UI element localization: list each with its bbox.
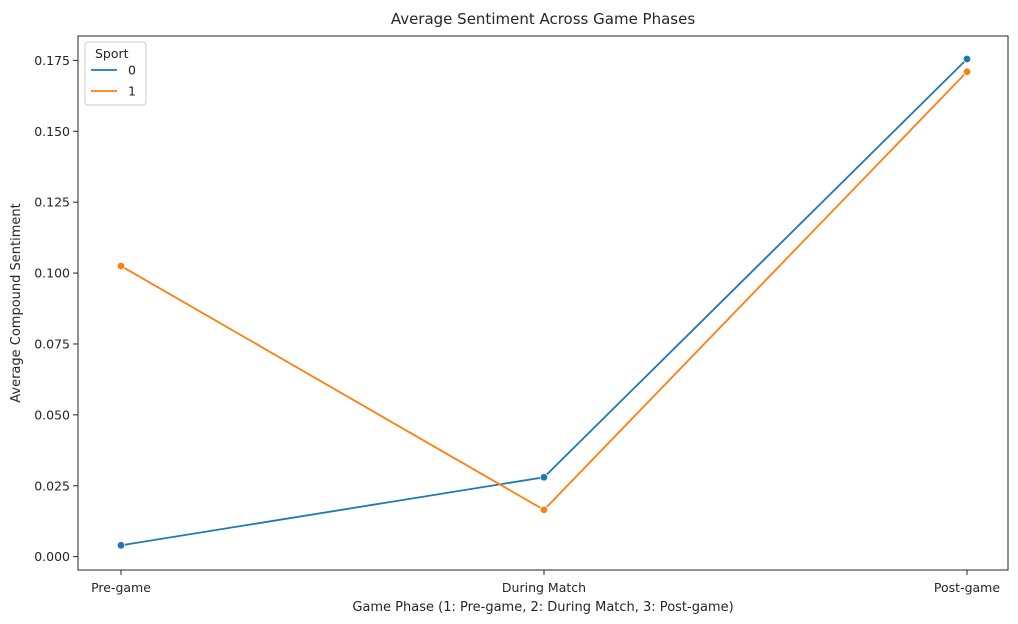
legend-entry: 0 [128, 63, 136, 78]
x-axis-label: Game Phase (1: Pre-game, 2: During Match… [352, 600, 733, 615]
y-tick-label: 0.025 [34, 478, 70, 493]
data-point [962, 54, 972, 64]
y-tick-label: 0.100 [34, 266, 70, 281]
data-point [539, 473, 549, 482]
y-tick-label: 0.150 [34, 124, 70, 139]
legend-title: Sport [95, 46, 129, 61]
data-point [962, 67, 972, 76]
x-axis: Pre-game During Match Post-game [91, 570, 1000, 595]
y-tick-label: 0.050 [34, 407, 70, 422]
series-1 [116, 67, 972, 515]
legend: Sport 0 1 [84, 41, 147, 106]
y-tick-label: 0.125 [34, 195, 70, 210]
x-tick-label: During Match [502, 580, 586, 595]
data-point [116, 261, 126, 271]
y-tick-label: 0.175 [34, 53, 70, 68]
y-axis-label: Average Compound Sentiment [9, 203, 24, 402]
series-0 [116, 54, 972, 550]
series-layer [116, 54, 972, 550]
x-tick-label: Pre-game [91, 580, 151, 595]
plot-area [77, 35, 1009, 571]
x-tick-label: Post-game [934, 580, 1000, 595]
y-tick-label: 0.000 [34, 549, 70, 564]
legend-box [84, 41, 147, 106]
y-tick-label: 0.075 [34, 336, 70, 351]
data-point [539, 505, 549, 515]
y-axis: 0.000 0.025 0.050 0.075 0.100 0.125 0.150 0.175 [34, 53, 78, 564]
legend-entry: 1 [128, 84, 136, 99]
data-point [116, 541, 126, 550]
chart-title: Average Sentiment Across Game Phases [391, 10, 696, 28]
